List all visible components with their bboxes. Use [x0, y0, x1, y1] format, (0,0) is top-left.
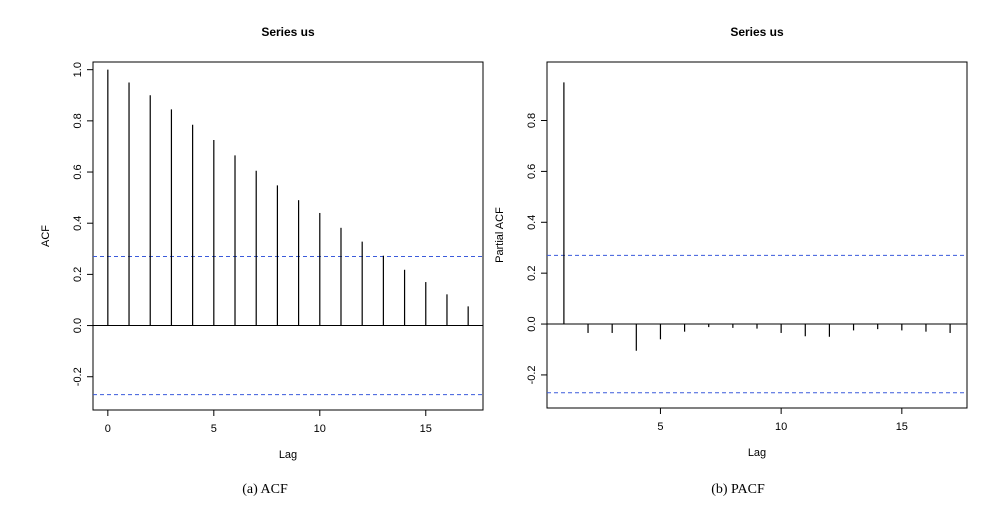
- acf-y-tick-label: 0.4: [72, 216, 84, 231]
- acf-y-axis-label: ACF: [40, 225, 52, 247]
- pacf-y-axis-label: Partial ACF: [494, 207, 506, 263]
- pacf-x-tick-label: 15: [896, 421, 908, 433]
- pacf-x-tick-label: 5: [657, 421, 663, 433]
- acf-y-tick-label: 0.0: [72, 318, 84, 333]
- acf-x-tick-label: 0: [105, 423, 111, 435]
- acf-y-tick-label: 0.8: [72, 113, 84, 128]
- pacf-x-axis-label: Lag: [748, 447, 766, 459]
- pacf-y-tick-label: 0.2: [526, 266, 538, 281]
- acf-x-axis-label: Lag: [279, 449, 297, 461]
- acf-plot-frame: [92, 61, 484, 411]
- acf-y-tick-label: 0.6: [72, 164, 84, 179]
- caption-acf: (a) ACF: [242, 482, 288, 497]
- pacf-x-tick-label: 10: [775, 421, 787, 433]
- acf-y-tick-label: -0.2: [72, 367, 84, 386]
- acf-x-tick-label: 10: [314, 423, 326, 435]
- pacf-y-tick-label: 0.0: [526, 316, 538, 331]
- acf-title: Series us: [261, 25, 315, 39]
- pacf-y-tick-label: 0.8: [526, 113, 538, 128]
- caption-pacf: (b) PACF: [711, 482, 765, 497]
- acf-x-tick-label: 5: [211, 423, 217, 435]
- pacf-title: Series us: [730, 25, 784, 39]
- pacf-y-tick-label: -0.2: [526, 365, 538, 384]
- acf-y-tick-label: 0.2: [72, 267, 84, 282]
- pacf-plot-frame: [546, 61, 968, 409]
- pacf-y-tick-label: 0.6: [526, 164, 538, 179]
- acf-y-tick-label: 1.0: [72, 62, 84, 77]
- acf-x-tick-label: 15: [420, 423, 432, 435]
- pacf-y-tick-label: 0.4: [526, 215, 538, 230]
